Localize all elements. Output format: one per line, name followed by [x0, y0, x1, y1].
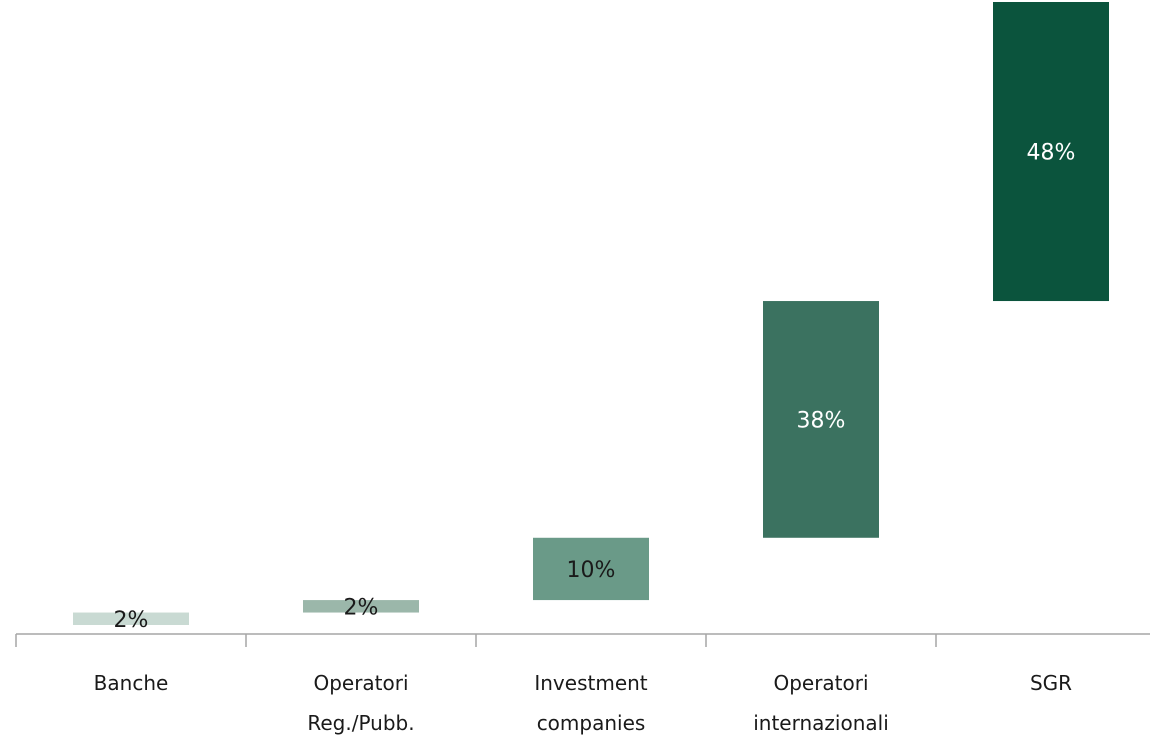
bar-value-label-3: 38% [797, 408, 846, 433]
category-label-0-line-0: Banche [94, 671, 169, 695]
bar-value-label-0: 2% [114, 608, 149, 633]
bar-2 [533, 537, 649, 601]
x-axis-ticks [15, 634, 937, 647]
bar-4 [993, 1, 1109, 302]
category-label-1-line-1: Reg./Pubb. [307, 711, 414, 735]
category-label-3-line-0: Operatori [773, 671, 868, 695]
bar-0 [73, 612, 189, 625]
category-label-1-line-0: Operatori [313, 671, 408, 695]
category-labels-layer: Banche Operatori Reg./Pubb. Investment compa… [94, 671, 1072, 735]
bar-value-label-2: 10% [567, 558, 616, 583]
category-label-2-line-1: companies [537, 711, 646, 735]
bars-layer [73, 1, 1109, 625]
bar-3 [763, 301, 879, 538]
category-label-3-line-1: internazionali [753, 711, 889, 735]
bar-1 [303, 600, 419, 613]
bar-value-label-1: 2% [344, 595, 379, 620]
value-labels-layer: 2% 2% 10% 38% 48% [114, 141, 1076, 633]
category-label-2-line-0: Investment [534, 671, 647, 695]
category-label-4-line-0: SGR [1030, 671, 1072, 695]
bar-value-label-4: 48% [1027, 141, 1076, 166]
